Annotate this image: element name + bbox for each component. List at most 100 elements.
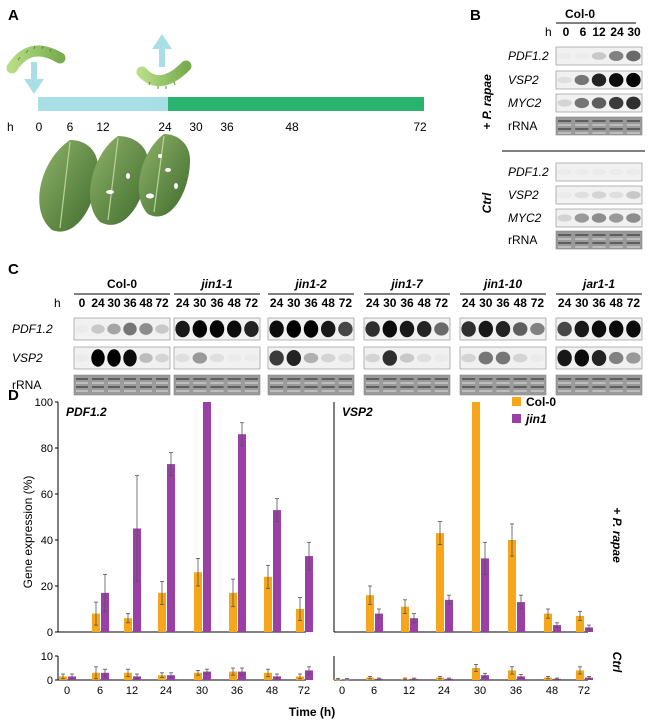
blot-band xyxy=(609,124,623,126)
blot-band xyxy=(108,382,120,384)
blot-band xyxy=(530,354,545,362)
blot-time-label: 72 xyxy=(155,296,169,310)
blot-time-label: 24 xyxy=(462,296,476,310)
timeline-tick: 6 xyxy=(67,120,74,134)
blot-band xyxy=(286,350,302,366)
bar-jin1 xyxy=(553,625,561,632)
blot-band xyxy=(462,378,476,380)
blot-band xyxy=(557,349,572,367)
y-tick-label: 80 xyxy=(41,443,53,455)
blot-band xyxy=(574,97,590,109)
blot-band xyxy=(338,386,352,388)
blot-band xyxy=(193,386,207,388)
blot-band xyxy=(592,132,606,134)
bar-col-0 xyxy=(544,613,552,632)
blot-band xyxy=(512,322,528,336)
blot-band xyxy=(383,390,397,392)
blot-band xyxy=(626,50,641,62)
blot-band xyxy=(591,320,607,338)
y-tick-label: 0 xyxy=(47,627,53,639)
bar-col-0 xyxy=(472,668,480,680)
blot-band xyxy=(626,378,640,380)
leaf-image-damaged xyxy=(89,136,148,225)
blot-band xyxy=(338,390,352,392)
bar-jin1 xyxy=(238,671,246,680)
blot-band xyxy=(626,168,641,176)
blot-band xyxy=(139,353,153,363)
blot-band xyxy=(124,382,136,384)
blot-band xyxy=(575,378,589,380)
blot-band xyxy=(530,322,545,336)
blot-band xyxy=(575,238,589,240)
blot-band xyxy=(366,378,380,380)
blot-band xyxy=(244,321,259,337)
gene-label: rRNA xyxy=(508,233,537,247)
blot-band xyxy=(608,213,624,223)
blot-band xyxy=(557,168,572,176)
blot-band xyxy=(321,378,335,380)
blot-time-label: 0 xyxy=(563,25,570,39)
bar-chart: 0 6 12 24 30 36 48 72 xyxy=(333,656,593,697)
blot-band xyxy=(383,386,397,388)
blot-band xyxy=(591,213,607,223)
caterpillar-segments xyxy=(148,81,176,89)
bar-jin1 xyxy=(203,671,211,680)
blot-band xyxy=(558,390,572,392)
blot-band xyxy=(626,382,640,384)
bar-jin1 xyxy=(305,556,313,632)
blot-band xyxy=(92,378,104,380)
timeline-post-feeding-bar xyxy=(168,97,424,111)
blot-band xyxy=(609,242,623,244)
blot-band xyxy=(365,353,380,363)
blot-band xyxy=(75,325,89,333)
blot-band xyxy=(269,320,284,338)
timeline-tick: 12 xyxy=(96,120,110,134)
blot-band xyxy=(591,350,607,366)
blot-band xyxy=(575,234,589,236)
blot-band xyxy=(558,246,572,248)
blot-band xyxy=(75,354,89,362)
blot-band xyxy=(338,353,353,363)
blot-band xyxy=(496,378,510,380)
blot-band xyxy=(123,322,137,336)
blot-band xyxy=(558,234,572,236)
blot-band xyxy=(462,390,476,392)
blot-band xyxy=(626,242,640,244)
blot-time-label: 30 xyxy=(627,25,641,39)
blot-band xyxy=(140,378,152,380)
blot-band xyxy=(575,128,589,130)
bar-chart: VSP2 xyxy=(333,402,593,633)
blot-band xyxy=(434,378,448,380)
y-tick-label: 10 xyxy=(41,651,53,663)
blot-band xyxy=(175,353,190,363)
blot-band xyxy=(574,191,590,199)
timeline-tick: 48 xyxy=(285,120,299,134)
blot-band xyxy=(557,214,572,222)
blot-band xyxy=(592,378,606,380)
timeline-h-label: h xyxy=(7,120,14,134)
blot-band xyxy=(287,390,301,392)
blot-band xyxy=(609,390,623,392)
x-tick-label: 24 xyxy=(438,685,450,697)
blot-band xyxy=(591,73,607,87)
x-axis-label: Time (h) xyxy=(289,705,335,719)
gene-label: VSP2 xyxy=(12,351,43,365)
x-tick-label: 30 xyxy=(474,685,486,697)
blot-band xyxy=(591,191,607,199)
blot-band xyxy=(434,382,448,384)
blot-band xyxy=(479,378,493,380)
blot-band xyxy=(338,378,352,380)
blot-time-label: 36 xyxy=(400,296,414,310)
x-tick-label: 72 xyxy=(578,685,590,697)
bar-col-0 xyxy=(229,671,237,680)
blot-band xyxy=(530,382,544,384)
genotype-label: Col-0 xyxy=(107,277,137,291)
blot-time-label: 30 xyxy=(107,296,121,310)
x-tick-label: 6 xyxy=(97,685,103,697)
blot-band xyxy=(592,390,606,392)
blot-band xyxy=(592,238,606,240)
blot-band xyxy=(626,132,640,134)
chart-title: VSP2 xyxy=(342,405,373,419)
blot-band xyxy=(382,320,398,338)
blot-band xyxy=(108,390,120,392)
